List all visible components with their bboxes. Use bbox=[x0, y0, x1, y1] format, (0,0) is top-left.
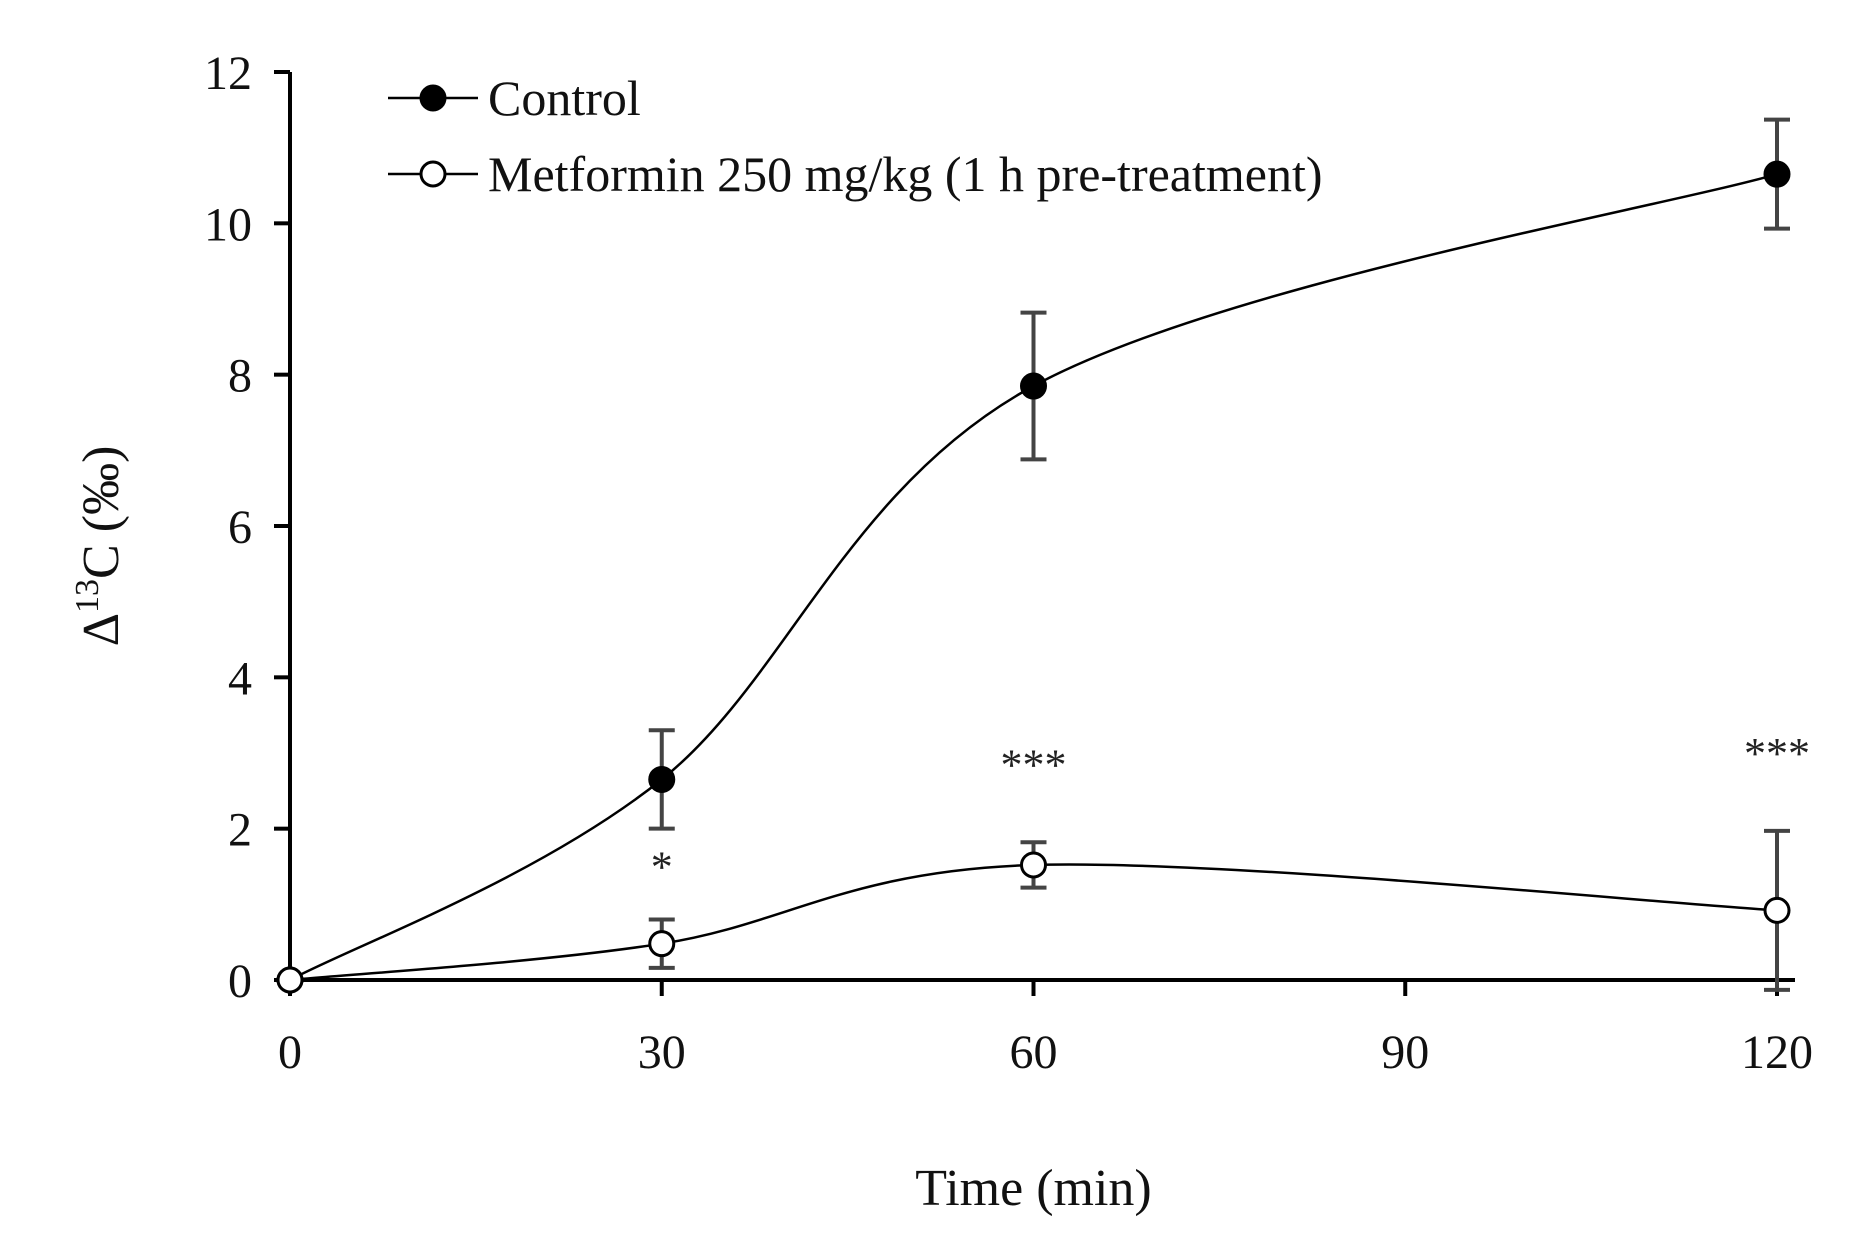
y-tick-label: 8 bbox=[228, 350, 252, 403]
legend-label: Metformin 250 mg/kg (1 h pre-treatment) bbox=[488, 146, 1323, 202]
y-tick-label: 12 bbox=[204, 47, 252, 100]
series-metformin bbox=[276, 828, 1791, 994]
y-tick-label: 6 bbox=[228, 501, 252, 554]
legend-marker bbox=[419, 160, 447, 188]
y-axis-title-prefix: Δ bbox=[73, 613, 130, 646]
y-axis-title-superscript: 13 bbox=[69, 579, 106, 613]
y-axis-title-unit: (‰) bbox=[73, 446, 130, 533]
x-tick-label: 0 bbox=[278, 1026, 302, 1079]
legend-marker bbox=[419, 84, 447, 112]
data-point bbox=[1020, 851, 1047, 879]
significance-marker: *** bbox=[1001, 740, 1067, 789]
data-point bbox=[648, 765, 676, 793]
series-layer bbox=[276, 117, 1791, 994]
data-point bbox=[1763, 160, 1791, 188]
annotations-layer: **** *** bbox=[651, 729, 1810, 892]
y-tick-label: 10 bbox=[204, 198, 252, 251]
significance-marker: * bbox=[651, 843, 673, 892]
series-line bbox=[289, 863, 1778, 982]
significance-marker: *** bbox=[1744, 729, 1810, 778]
series-line bbox=[289, 172, 1778, 982]
legend-item-metformin: Metformin 250 mg/kg (1 h pre-treatment) bbox=[388, 146, 1323, 202]
x-tick-label: 30 bbox=[638, 1026, 686, 1079]
legend: Control Metformin 250 mg/kg (1 h pre-trea… bbox=[388, 70, 1323, 202]
data-point bbox=[276, 966, 304, 994]
x-tick-label: 90 bbox=[1381, 1026, 1429, 1079]
data-point bbox=[1763, 896, 1791, 924]
x-tick-label: 60 bbox=[1010, 1026, 1058, 1079]
x-tick-label: 120 bbox=[1741, 1026, 1813, 1079]
legend-item-control: Control bbox=[388, 70, 641, 126]
y-tick-label: 0 bbox=[228, 955, 252, 1008]
y-axis-title: Δ13C (‰) bbox=[69, 446, 130, 647]
legend-label: Control bbox=[488, 70, 641, 126]
y-axis-title-main: C bbox=[73, 544, 130, 579]
data-point bbox=[648, 930, 676, 958]
y-tick-label: 2 bbox=[228, 804, 252, 857]
y-tick-label: 4 bbox=[228, 652, 252, 705]
data-point bbox=[1020, 372, 1047, 400]
x-axis-title: Time (min) bbox=[915, 1160, 1151, 1217]
